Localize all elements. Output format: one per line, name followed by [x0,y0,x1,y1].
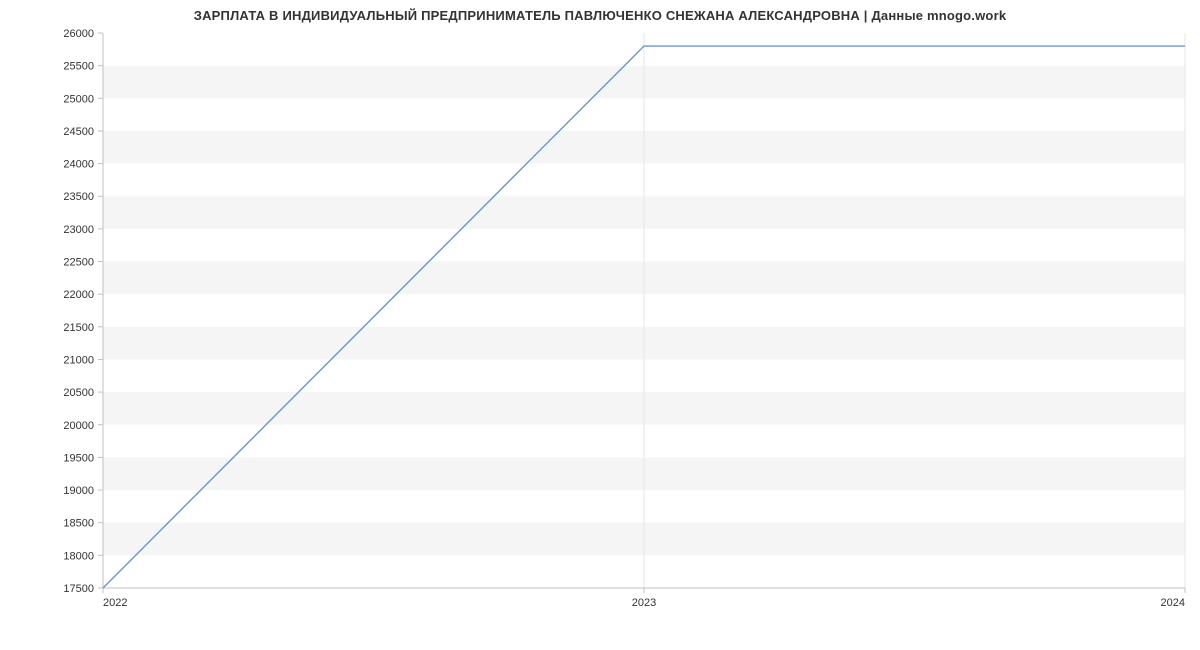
y-tick-label: 25000 [63,93,94,105]
y-tick-label: 21000 [63,354,94,366]
y-tick-label: 25500 [63,61,94,73]
y-tick-label: 21500 [63,322,94,334]
y-tick-label: 19500 [63,452,94,464]
y-tick-label: 17500 [63,583,94,595]
y-tick-label: 18500 [63,518,94,530]
y-tick-label: 24000 [63,159,94,171]
x-tick-label: 2023 [632,597,656,609]
chart-title: ЗАРПЛАТА В ИНДИВИДУАЛЬНЫЙ ПРЕДПРИНИМАТЕЛ… [0,8,1200,23]
y-tick-label: 20500 [63,387,94,399]
chart-container: ЗАРПЛАТА В ИНДИВИДУАЛЬНЫЙ ПРЕДПРИНИМАТЕЛ… [0,0,1200,650]
y-tick-label: 24500 [63,126,94,138]
y-tick-label: 23500 [63,191,94,203]
y-tick-label: 18000 [63,550,94,562]
y-tick-label: 26000 [63,28,94,40]
chart-svg: 17500 18000 18500 19000 19500 20000 20500 21000… [0,0,1200,650]
y-tick-label: 20000 [63,420,94,432]
x-tick-label: 2022 [103,597,127,609]
y-tick-label: 22500 [63,257,94,269]
y-tick-label: 22000 [63,289,94,301]
y-tick-label: 23000 [63,224,94,236]
y-tick-label: 19000 [63,485,94,497]
x-tick-label: 2024 [1161,597,1185,609]
